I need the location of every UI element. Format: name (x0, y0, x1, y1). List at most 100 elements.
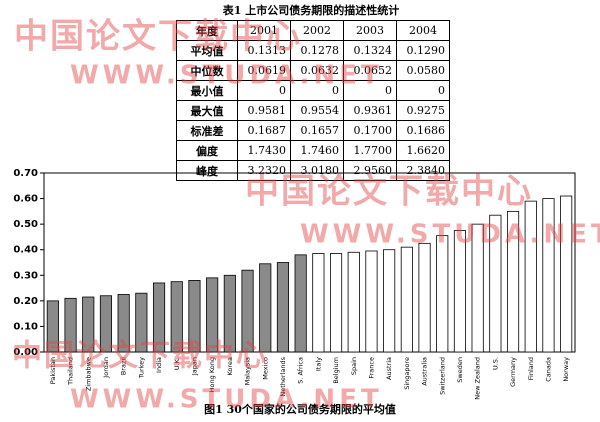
table-cell: 0.1278 (290, 40, 344, 61)
bar (294, 254, 307, 353)
table-row: 最大值 0.9581 0.9554 0.9361 0.9275 (176, 100, 450, 121)
table-cell: 0.1700 (343, 120, 397, 141)
figure-caption: 图1 30个国家的公司债务期限的平均值 (204, 402, 396, 416)
table-cell: 0.1290 (396, 40, 450, 61)
x-tick-label: Turkey (137, 357, 145, 379)
x-tick-label: Finland (527, 357, 535, 380)
bar (560, 195, 573, 353)
bar (471, 223, 484, 353)
y-tick-label: 0.50 (13, 219, 38, 230)
bar (152, 282, 166, 353)
bar (524, 200, 537, 353)
x-tick-label: Italy (314, 357, 322, 371)
x-tick-label: Germany (509, 357, 517, 387)
x-tick-label: Jordan (102, 357, 110, 379)
bar (188, 279, 201, 353)
x-tick-label: Brazil (120, 357, 128, 375)
bar (329, 253, 343, 353)
table-row: 峰度 3.2320 3.0180 2.9560 2.3840 (176, 160, 450, 181)
bar (241, 269, 254, 353)
watermark: WWW.STUDA.NET (300, 220, 600, 250)
table-cell: 平均值 (176, 40, 238, 61)
y-tick-label: 0.70 (13, 168, 38, 179)
x-tick-label: S. Africa (297, 357, 305, 384)
table-cell: 0.1324 (343, 40, 397, 61)
bar (436, 235, 449, 353)
bar (206, 277, 219, 353)
bar (312, 253, 325, 353)
bar (542, 198, 555, 353)
x-tick-label: Korea (226, 357, 234, 375)
x-tick-label: Netherlands (279, 356, 287, 396)
x-tick-label: Spain (350, 357, 358, 375)
bar (135, 292, 148, 353)
bar (506, 210, 520, 353)
x-tick-label: U.S. (491, 357, 499, 370)
table-cell: 2001 (237, 20, 291, 41)
x-tick-label: U.K. (173, 357, 181, 370)
table-row: 中位数 0.0619 0.0632 0.0652 0.0580 (176, 60, 450, 81)
watermark: WWW.STUDA.NET (70, 385, 383, 415)
watermark: 中国论文下载中心 (12, 339, 268, 374)
x-tick-label: Switzerland (438, 357, 446, 395)
table-caption: 表1 上市公司债务期限的描述性统计 (222, 4, 400, 17)
table-cell: 0.9275 (396, 100, 450, 121)
bar (400, 246, 413, 353)
bar (82, 296, 95, 353)
x-tick-label: Zimbabwe (84, 357, 92, 391)
bar (117, 294, 130, 353)
y-tick-label: 0.00 (13, 347, 38, 358)
bar (46, 300, 59, 353)
bar (365, 250, 378, 353)
x-tick-label: New Zealand (474, 357, 482, 400)
table-cell: 3.2320 (237, 160, 291, 181)
bar (170, 281, 183, 353)
x-tick-label: Japan (190, 357, 198, 376)
table-cell: 1.7700 (343, 140, 397, 161)
y-tick-label: 0.10 (13, 321, 38, 332)
bar (489, 214, 502, 353)
table-cell: 0.9554 (290, 100, 344, 121)
watermark: 中国论文下载中心 (245, 172, 533, 212)
stats-table: 年度 2001 2002 2003 2004 平均值 0.1313 0.1278 0.1324 0… (176, 20, 450, 181)
table-cell: 0.0580 (396, 60, 450, 81)
table-cell: 标准差 (176, 120, 238, 141)
x-tick-label: Hong Kong (208, 357, 216, 392)
table-row: 平均值 0.1313 0.1278 0.1324 0.1290 (176, 40, 450, 61)
x-tick-label: India (155, 357, 163, 373)
watermark: WWW.STUDA.NET (70, 61, 383, 91)
x-tick-label: Mexico (261, 357, 269, 380)
bar (418, 242, 431, 353)
table-cell: 2.3840 (396, 160, 450, 181)
x-tick-label: Austria (385, 357, 393, 380)
plot-frame (43, 172, 576, 353)
bar (276, 262, 290, 353)
y-tick-label: 0.60 (13, 194, 38, 205)
y-tick-label: 0.30 (13, 270, 38, 281)
table-row: 最小值 0 0 0 0 (176, 80, 450, 101)
x-tick-label: Belgium (332, 357, 340, 384)
x-tick-label: France (367, 357, 375, 379)
bar (347, 251, 360, 353)
bar (453, 230, 467, 353)
x-tick-label: Malaysia (244, 357, 252, 385)
bar (259, 263, 272, 353)
bar (64, 297, 77, 353)
x-tick-label: Norway (562, 357, 570, 382)
x-tick-label: Singapore (403, 357, 411, 390)
x-tick-label: Thailand (67, 357, 75, 386)
x-tick-label: Sweden (456, 357, 464, 383)
x-tick-label: Pakistan (49, 357, 57, 384)
bar (99, 295, 113, 353)
table-cell: 3.0180 (290, 160, 344, 181)
y-tick-label: 0.40 (13, 245, 38, 256)
table-row: 偏度 1.7430 1.7460 1.7700 1.6620 (176, 140, 450, 161)
table-cell: 峰度 (176, 160, 238, 181)
y-tick-label: 0.20 (13, 296, 38, 307)
bar (223, 274, 236, 353)
x-tick-label: Australia (421, 357, 429, 386)
table-row: 年度 2001 2002 2003 2004 (176, 20, 450, 41)
bar (383, 249, 396, 353)
